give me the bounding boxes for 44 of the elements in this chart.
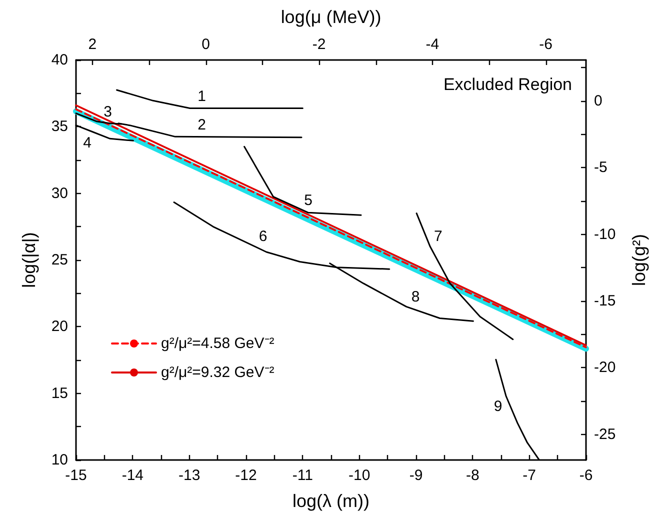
y-tick-label: 35	[51, 118, 68, 136]
y-tick-label: 10	[51, 452, 68, 468]
y-tick-label: 30	[51, 184, 68, 202]
annotation: 7	[434, 228, 442, 246]
x2-axis-title: log(μ (MeV))	[280, 7, 382, 27]
annotation: 3	[104, 103, 112, 120]
y-tick-label: 20	[51, 318, 68, 336]
x-tick-label: -10	[348, 467, 370, 484]
y2-tick-label: -15	[594, 292, 616, 310]
x-tick-label: -15	[65, 467, 87, 484]
y2-tick-label: 0	[594, 92, 602, 110]
annotation: 6	[258, 228, 268, 246]
y2-tick-label: -20	[594, 359, 616, 376]
x-tick-label: -6	[579, 467, 593, 484]
x-tick-label: -12	[235, 467, 257, 484]
x-axis-title: log(λ (m))	[292, 491, 370, 511]
y-axis-title: log(|α|)	[19, 232, 39, 288]
annotation: 8	[411, 288, 420, 306]
x-tick-label: -13	[178, 467, 200, 484]
y-tick-label: 40	[51, 52, 68, 68]
x-tick-label: -9	[409, 467, 423, 484]
annotation: 4	[83, 134, 92, 152]
annotation: Excluded Region	[443, 75, 572, 94]
y2-axis-title: log(g²)	[629, 234, 649, 286]
x2-tick-label: -6	[539, 36, 552, 53]
annotation: 2	[198, 116, 206, 134]
y2-tick-label: -10	[594, 226, 616, 243]
x-tick-label: -14	[122, 467, 144, 484]
y-tick-label: 15	[51, 384, 68, 402]
legend-label: g²/μ²=9.32 GeV⁻²	[161, 364, 274, 381]
x-tick-label: -7	[522, 467, 536, 484]
y2-tick-label: -25	[594, 426, 616, 443]
x2-tick-label: -4	[426, 36, 440, 53]
annotation: 5	[304, 192, 313, 210]
annotation: 1	[198, 88, 206, 105]
y-tick-label: 25	[51, 252, 68, 268]
legend-label: g²/μ²=4.58 GeV⁻²	[161, 335, 274, 352]
annotation: 9	[494, 398, 502, 415]
x-tick-label: -11	[292, 467, 313, 484]
x2-tick-label: 2	[88, 36, 97, 53]
x2-tick-label: 0	[202, 36, 210, 53]
y2-tick-label: -5	[594, 159, 608, 176]
x2-tick-label: -2	[312, 36, 326, 53]
x-tick-label: -8	[466, 467, 480, 484]
